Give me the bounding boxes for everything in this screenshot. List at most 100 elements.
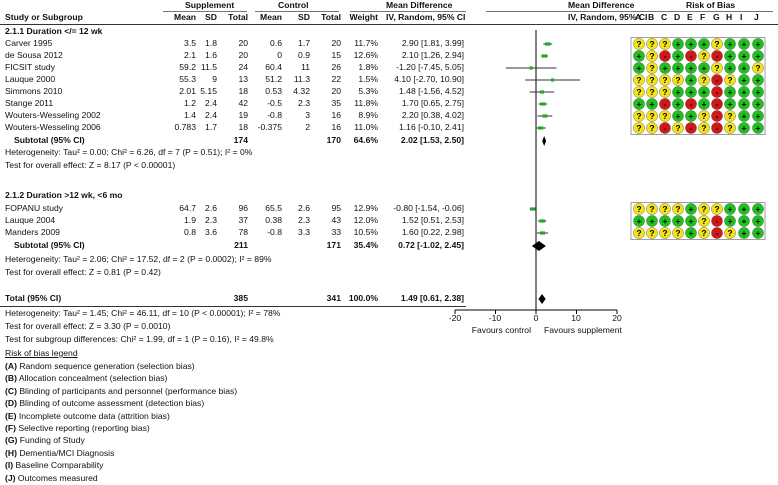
rob-circle (698, 62, 710, 74)
md-plot-ci-header: IV, Random, 95% CI (568, 12, 648, 22)
rob-circle (698, 86, 710, 98)
rob-symbol: ? (636, 111, 641, 121)
study-name: Wouters-Wesseling 2006 (5, 122, 101, 132)
rob-legend-item: (A) Random sequence generation (selectio… (5, 361, 195, 372)
subtotal-2-total2: 171 (326, 240, 341, 250)
rob-circle (738, 227, 750, 239)
supplement-total: 24 (238, 62, 248, 72)
rob-symbol: + (637, 216, 642, 226)
rob-symbol: - (664, 123, 667, 133)
rob-symbol: + (663, 63, 668, 73)
rob-symbol: ? (662, 75, 667, 85)
rob-symbol: + (689, 87, 694, 97)
control-total: 95 (331, 203, 341, 213)
rob-circle (672, 215, 684, 227)
x-tick-label-10: 10 (571, 313, 581, 323)
pooled-diamond (538, 294, 546, 304)
rob-symbol: + (702, 87, 707, 97)
rob-letter-a: A (635, 12, 642, 22)
subgroup-differences: Test for subgroup differences: Chi² = 1.… (5, 334, 274, 344)
control-mean: -0.375 (257, 122, 282, 132)
control-underline (255, 11, 339, 12)
rob-letter-d: D (674, 12, 681, 22)
supplement-mean: 55.3 (179, 74, 196, 84)
study-ci: -1.20 [-7.45, 5.05] (396, 62, 464, 72)
rob-circle (752, 215, 764, 227)
rob-circle (659, 98, 671, 110)
rob-symbol: ? (662, 39, 667, 49)
rob-circle (672, 203, 684, 215)
study-marker (540, 102, 546, 106)
supplement-mean: 64.7 (179, 203, 196, 213)
rob-circle (724, 215, 736, 227)
rob-circle (738, 122, 750, 134)
rob-symbol: - (716, 51, 719, 61)
control-total: 16 (331, 122, 341, 132)
rob-legend-key: (E) (5, 410, 17, 421)
rob-legend-item: (F) Selective reporting (reporting bias) (5, 423, 150, 434)
rob-circle (646, 74, 658, 86)
rob-symbol: ? (662, 204, 667, 214)
rob-legend-key: (C) (5, 385, 17, 396)
rob-symbol: - (716, 123, 719, 133)
study-weight: 12.9% (353, 203, 378, 213)
x-tick-label-20: 20 (612, 313, 622, 323)
rob-symbol: + (637, 63, 642, 73)
study-weight: 11.8% (354, 98, 378, 108)
rob-circle (724, 38, 736, 50)
study-ci: 1.60 [0.22, 2.98] (401, 227, 464, 237)
study-name: Manders 2009 (5, 227, 60, 237)
supplement-sd: 2.4 (205, 110, 217, 120)
rob-letter-g: G (713, 12, 720, 22)
rob-circle (659, 74, 671, 86)
rob-symbol: ? (675, 75, 680, 85)
rob-legend-title: Risk of bias legend (5, 348, 78, 358)
rob-symbol: ? (727, 228, 732, 238)
rob-circle (646, 86, 658, 98)
rob-symbol: + (728, 51, 733, 61)
rob-symbol: ? (636, 75, 641, 85)
study-name: Wouters-Wesseling 2002 (5, 110, 101, 120)
rob-circle (698, 98, 710, 110)
rob-symbol: - (664, 51, 667, 61)
rob-circle (738, 38, 750, 50)
study-weight: 12.0% (353, 215, 378, 225)
control-mean: 60.4 (265, 62, 282, 72)
rob-circle (752, 86, 764, 98)
subtotal-1-label: Subtotal (95% CI) (14, 135, 85, 145)
supplement-mean: 1.9 (184, 215, 196, 225)
rob-circle (646, 227, 658, 239)
study-ci: 1.16 [-0.10, 2.41] (399, 122, 464, 132)
sd1-col-header: SD (205, 12, 217, 22)
rob-legend-text: Funding of Study (17, 435, 85, 446)
study-ci: 2.10 [1.26, 2.94] (401, 50, 464, 60)
subtotal-2-label: Subtotal (95% CI) (14, 240, 85, 250)
rob-symbol: ? (662, 228, 667, 238)
rob-symbol: ? (755, 63, 760, 73)
supplement-mean: 0.8 (184, 227, 196, 237)
rob-circle (752, 50, 764, 62)
study-marker (539, 90, 545, 94)
rob-circle (659, 86, 671, 98)
rob-circle (738, 98, 750, 110)
rob-symbol: + (728, 216, 733, 226)
rob-circle (672, 50, 684, 62)
rob-legend-text: Blinding of outcome assessment (detectio… (16, 398, 205, 409)
subtotal-2-ci: 0.72 [-1.02, 2.45] (398, 240, 464, 250)
rob-circle (711, 98, 723, 110)
rob-symbol: ? (714, 63, 719, 73)
rob-circle (724, 86, 736, 98)
rob-symbol: + (637, 99, 642, 109)
study-name: Carver 1995 (5, 38, 53, 48)
rob-circle (633, 110, 645, 122)
rob-symbol: + (676, 63, 681, 73)
study-marker (541, 54, 548, 58)
rob-circle (738, 86, 750, 98)
rob-letter-h: H (726, 12, 733, 22)
control-mean: 51.2 (265, 74, 282, 84)
rob-circle (646, 122, 658, 134)
rob-letter-i: I (740, 12, 743, 22)
weight-col-header: Weight (349, 12, 378, 22)
supplement-sd: 2.3 (205, 215, 217, 225)
rob-symbol: ? (675, 228, 680, 238)
